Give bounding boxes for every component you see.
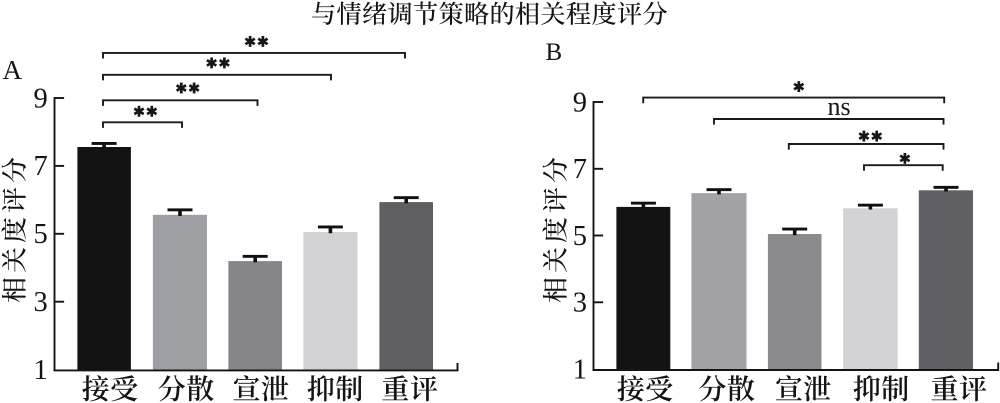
svg-text:B: B — [546, 39, 563, 66]
svg-text:5: 5 — [33, 219, 47, 250]
svg-text:9: 9 — [33, 83, 47, 114]
svg-text:A: A — [3, 55, 23, 85]
svg-text:1: 1 — [33, 355, 47, 386]
svg-text:7: 7 — [33, 151, 47, 182]
svg-text:9: 9 — [573, 87, 587, 118]
svg-text:3: 3 — [33, 287, 47, 318]
svg-text:5: 5 — [573, 221, 587, 252]
svg-text:1: 1 — [573, 354, 587, 385]
svg-text:3: 3 — [573, 288, 587, 319]
svg-text:7: 7 — [573, 154, 587, 185]
svg-text:ns: ns — [827, 92, 850, 121]
